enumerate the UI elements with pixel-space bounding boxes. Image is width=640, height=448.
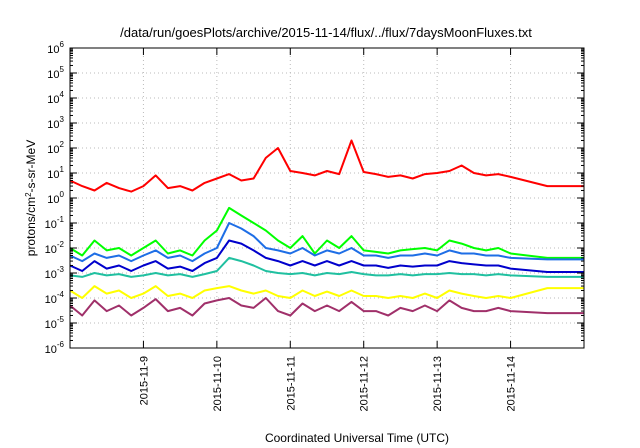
x-tick-label: 2015-11-9	[138, 356, 150, 405]
y-tick-label: 106	[47, 40, 64, 56]
series-line	[69, 222, 584, 263]
series-line	[69, 256, 584, 278]
y-tick-label: 102	[47, 140, 64, 156]
y-tick-label: 10-1	[45, 215, 65, 231]
x-ticks: 2015-11-9 2015-11-10 2015-11-11 2015-11-12 2…	[138, 48, 518, 411]
plot-frame	[69, 47, 585, 349]
x-tick-label: 2015-11-10	[212, 356, 224, 411]
y-tick-label: 10-3	[45, 265, 65, 281]
grid	[70, 48, 584, 348]
x-tick-label: 2015-11-13	[432, 356, 444, 411]
y-axis-label: protons/cm2-s-sr-MeV	[24, 140, 39, 256]
series-line	[69, 206, 584, 259]
y-tick-label: 10-4	[45, 290, 65, 306]
series-line	[69, 139, 584, 193]
x-tick-label: 2015-11-14	[506, 356, 518, 411]
chart-title: /data/run/goesPlots/archive/2015-11-14/f…	[120, 25, 532, 40]
x-tick-label: 2015-11-11	[285, 356, 297, 411]
x-axis-label: Coordinated Universal Time (UTC)	[265, 431, 449, 445]
y-tick-label: 10-2	[45, 240, 65, 256]
series-line	[69, 239, 584, 273]
y-tick-label: 103	[47, 115, 64, 131]
y-tick-label: 10-6	[45, 340, 65, 356]
series-line	[69, 297, 584, 317]
y-tick-label: 104	[47, 90, 64, 106]
y-tick-label: 101	[47, 165, 64, 181]
y-tick-label: 105	[47, 65, 64, 81]
y-tick-label: 10-5	[45, 315, 65, 331]
series-group	[69, 139, 584, 317]
y-tick-label: 100	[47, 190, 64, 206]
series-line	[69, 285, 584, 299]
x-tick-label: 2015-11-12	[359, 356, 371, 411]
